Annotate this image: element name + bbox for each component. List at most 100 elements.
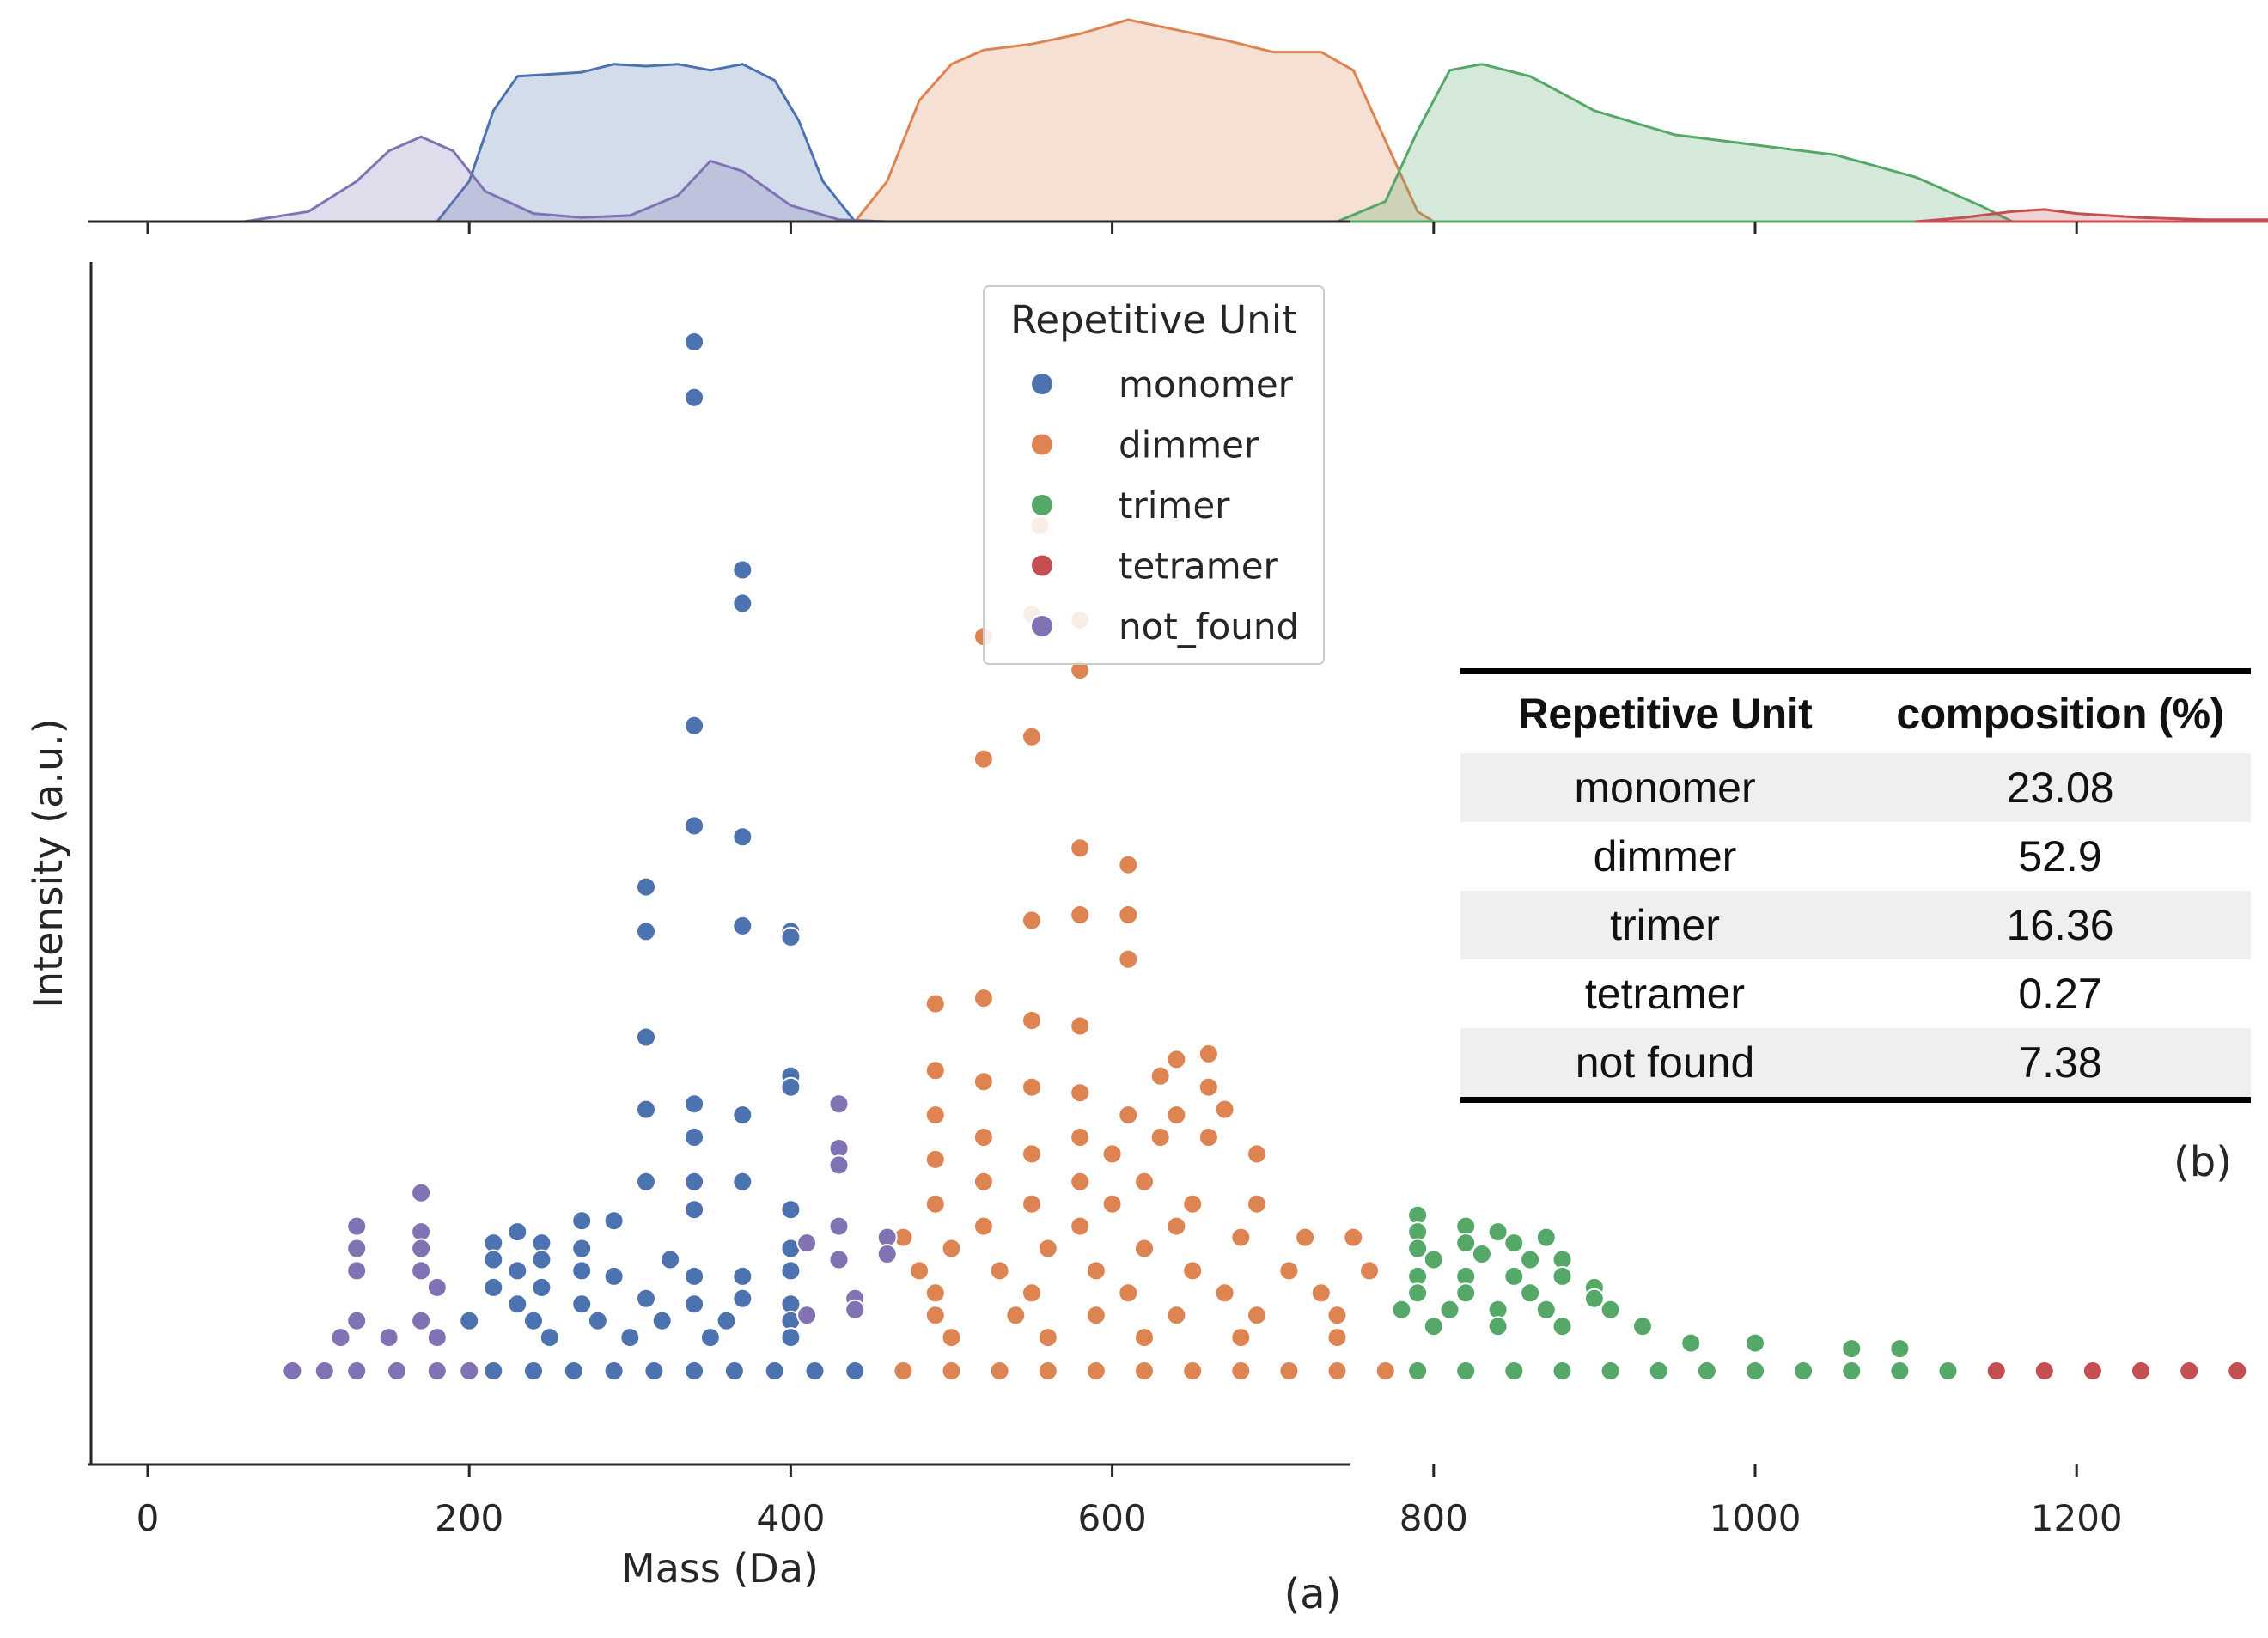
point-monomer [603,1265,625,1287]
point-trimer [1600,1299,1621,1320]
point-not_found [411,1238,432,1259]
point-dimmer [924,1148,946,1170]
cell-composition: 23.08 [2006,764,2114,812]
point-trimer [1503,1361,1525,1381]
point-dimmer [1005,1305,1027,1326]
point-not_found [796,1233,818,1254]
point-monomer [563,1361,584,1381]
point-dimmer [893,1361,914,1381]
point-dimmer [1198,1043,1219,1064]
point-trimer [1471,1244,1492,1264]
legend-marker-monomer [1030,372,1054,396]
point-dimmer [1021,1143,1042,1165]
point-trimer [1439,1299,1460,1320]
point-trimer [1793,1361,1814,1381]
point-dimmer [1134,1327,1155,1349]
point-dimmer [1134,1361,1155,1381]
point-monomer [603,1361,625,1381]
point-monomer [844,1361,866,1381]
point-monomer [780,1199,802,1221]
point-dimmer [972,1071,994,1093]
marginal-x-ticks [146,222,2078,234]
point-monomer [531,1249,552,1270]
density-tetramer [1914,208,2268,223]
point-monomer [539,1327,560,1349]
point-monomer [587,1310,608,1331]
point-not_found [411,1260,432,1282]
point-monomer [723,1361,745,1381]
legend-marker-trimer [1030,493,1054,517]
point-dimmer [1247,1193,1267,1215]
point-dimmer [1198,1076,1219,1098]
point-dimmer [1230,1361,1252,1381]
point-trimer [1487,1316,1509,1337]
point-dimmer [1037,1361,1058,1381]
point-monomer [483,1361,504,1381]
point-dimmer [941,1327,962,1349]
cell-composition: 7.38 [2018,1038,2102,1087]
point-dimmer [1021,910,1042,931]
point-monomer [636,1288,656,1309]
point-dimmer [972,748,994,770]
point-monomer [684,1199,705,1221]
point-dimmer [909,1260,930,1282]
point-dimmer [1166,1305,1187,1326]
point-monomer [732,1105,753,1126]
legend-marker-dimmer [1030,432,1054,457]
table-row: trimer 16.36 [1460,891,2251,959]
point-dimmer [924,1193,946,1215]
point-monomer [603,1210,625,1232]
cell-composition: 52.9 [2018,832,2102,880]
point-monomer [716,1310,737,1331]
point-dimmer [1070,1127,1091,1148]
point-monomer [684,815,705,837]
point-dimmer [989,1260,1010,1282]
point-dimmer [1134,1238,1155,1259]
point-tetramer [2033,1361,2055,1381]
point-monomer [523,1361,544,1381]
point-dimmer [1149,1127,1171,1148]
point-dimmer [1118,948,1139,970]
point-dimmer [1070,904,1091,925]
point-monomer [531,1276,552,1298]
density-dimmer [853,18,1436,223]
point-monomer [459,1310,480,1331]
point-monomer [732,1265,753,1287]
point-not_found [426,1327,448,1349]
point-dimmer [1375,1361,1396,1381]
panel-label-b: (b) [2174,1138,2232,1186]
density-not_found [242,135,889,223]
point-dimmer [1070,1171,1091,1192]
point-dimmer [989,1361,1010,1381]
point-monomer [651,1310,673,1331]
cell-unit: dimmer [1593,832,1737,880]
point-not_found [426,1361,448,1381]
point-monomer [684,1361,705,1381]
point-dimmer [1166,1049,1187,1070]
point-trimer [1937,1361,1959,1381]
point-not_found [411,1182,432,1203]
point-trimer [1600,1361,1621,1381]
point-dimmer [1295,1227,1316,1248]
axes: 0200400600800100012001400 Mass (Da) Inte… [25,220,2123,1618]
point-dimmer [1166,1215,1187,1237]
x-axis-label: Mass (Da) [621,1545,819,1592]
point-monomer [636,1171,656,1192]
point-dimmer [1070,837,1091,859]
point-dimmer [1070,1082,1091,1104]
point-not_found [282,1361,303,1381]
point-monomer [684,1127,705,1148]
point-not_found [346,1215,368,1237]
point-monomer [571,1260,593,1282]
point-trimer [1841,1361,1863,1381]
point-monomer [571,1210,593,1232]
point-dimmer [1070,1015,1091,1037]
point-tetramer [2131,1361,2151,1381]
x-tick-label: 1200 [2031,1497,2123,1539]
point-trimer [1745,1332,1765,1354]
point-dimmer [1182,1260,1204,1282]
point-dimmer [1021,1076,1042,1098]
point-dimmer [1085,1305,1107,1326]
legend-label-dimmer: dimmer [1119,424,1259,466]
